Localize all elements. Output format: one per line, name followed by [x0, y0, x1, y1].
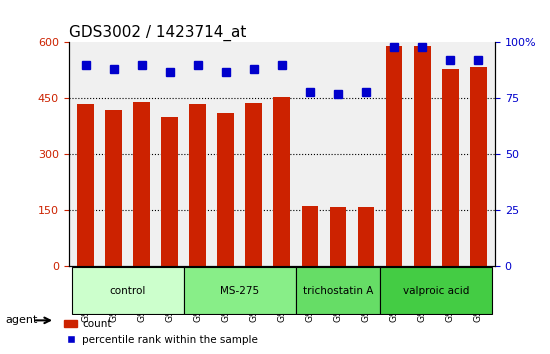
Bar — [442, 69, 459, 266]
Bar — [470, 67, 487, 266]
Bar — [301, 206, 318, 266]
Legend: count, percentile rank within the sample: count, percentile rank within the sample — [60, 315, 262, 349]
FancyBboxPatch shape — [184, 267, 296, 314]
Text: trichostatin A: trichostatin A — [302, 286, 373, 296]
Text: GDS3002 / 1423714_at: GDS3002 / 1423714_at — [69, 25, 246, 41]
Bar — [105, 110, 122, 266]
Bar — [386, 46, 403, 266]
Bar — [273, 97, 290, 266]
Text: agent: agent — [6, 315, 38, 325]
Bar — [245, 103, 262, 266]
Bar — [77, 104, 94, 266]
Bar — [358, 207, 375, 266]
FancyBboxPatch shape — [296, 267, 380, 314]
Text: control: control — [109, 286, 146, 296]
Bar — [133, 102, 150, 266]
Bar — [217, 113, 234, 266]
FancyBboxPatch shape — [72, 267, 184, 314]
FancyBboxPatch shape — [380, 267, 492, 314]
Bar — [329, 207, 346, 266]
Bar — [189, 104, 206, 266]
Text: MS-275: MS-275 — [220, 286, 260, 296]
Text: valproic acid: valproic acid — [403, 286, 469, 296]
Bar — [161, 117, 178, 266]
Bar — [414, 46, 431, 266]
